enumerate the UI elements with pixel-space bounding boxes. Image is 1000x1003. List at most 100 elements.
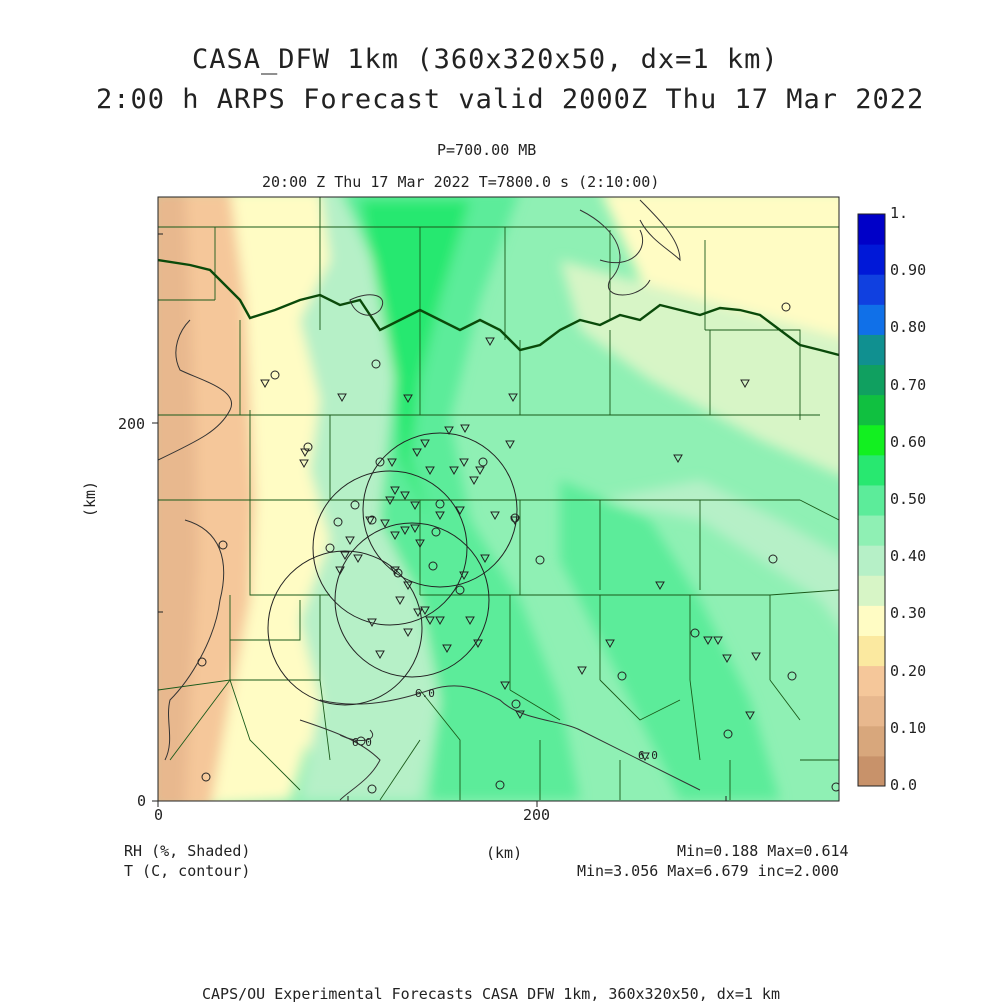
colorbar-swatch (858, 725, 885, 757)
station-triangle (515, 710, 525, 720)
colorbar-swatch (858, 334, 885, 366)
colorbar-swatch (858, 545, 885, 576)
colorbar-frame (857, 213, 886, 787)
station-circle (197, 657, 207, 667)
station-triangle (375, 650, 385, 660)
temperature-contours (158, 199, 701, 801)
pressure-level: P=700.00 MB (437, 141, 537, 159)
station-triangle (390, 566, 400, 576)
station-circle (495, 780, 505, 790)
station-triangle (340, 551, 350, 561)
colorbar-label: 0.70 (890, 375, 927, 394)
station-triangle (425, 616, 435, 626)
station-triangle (435, 616, 445, 626)
station-triangle (435, 511, 445, 521)
contour-label-1: 6.0 (415, 687, 435, 700)
rh-legend: RH (%, Shaded) (124, 842, 251, 860)
station-circle (270, 370, 280, 380)
station-triangle (400, 491, 410, 501)
colorbar-swatch (858, 695, 885, 727)
station-triangle (345, 536, 355, 546)
station-triangle (465, 616, 475, 626)
station-circle (787, 671, 797, 681)
station-triangle (505, 440, 515, 450)
station-triangle (420, 606, 430, 616)
station-triangle (260, 379, 270, 389)
axis-ticks (152, 233, 727, 807)
station-triangle (473, 639, 483, 649)
x-tick-0: 0 (154, 806, 164, 824)
station-triangle (510, 516, 520, 526)
station-markers (197, 302, 839, 794)
colorbar-swatch (858, 244, 885, 275)
station-triangle (455, 506, 465, 516)
map-overlays (158, 197, 839, 801)
station-triangle (442, 644, 452, 654)
station-triangle (459, 458, 469, 468)
colorbar-label: 0.10 (890, 718, 927, 737)
footer-credit: CAPS/OU Experimental Forecasts CASA DFW … (202, 985, 780, 1003)
county-lines (158, 197, 839, 801)
colorbar-label: 0.90 (890, 261, 927, 280)
colorbar-swatch (858, 605, 885, 636)
colorbar-swatch (858, 214, 885, 245)
station-triangle (740, 379, 750, 389)
station-circle (723, 729, 733, 739)
station-circle (218, 540, 228, 550)
station-triangle (387, 458, 397, 468)
station-triangle (508, 393, 518, 403)
station-triangle (403, 394, 413, 404)
station-circle (371, 359, 381, 369)
station-triangle (713, 636, 723, 646)
station-triangle (395, 596, 405, 606)
colorbar-swatch (858, 304, 885, 335)
x-axis-label: (km) (486, 844, 523, 862)
colorbar-swatch (858, 515, 885, 546)
colorbar-label: 0.30 (890, 604, 927, 623)
contour-label-3: 6.0 (638, 749, 658, 762)
colorbar-label: 0.50 (890, 490, 927, 508)
colorbar-label: 0.20 (890, 661, 927, 680)
rh-shading (158, 197, 839, 801)
station-triangle (475, 466, 485, 476)
station-circle (455, 585, 465, 595)
station-triangle (353, 554, 363, 564)
station-circle (768, 554, 778, 564)
valid-time: 20:00 Z Thu 17 Mar 2022 T=7800.0 s (2:10… (262, 173, 660, 191)
station-triangle (459, 571, 469, 581)
station-triangle (400, 526, 410, 536)
rh-colorbar (857, 213, 886, 787)
station-circle (431, 527, 441, 537)
colorbar-label: 0.40 (890, 547, 927, 566)
station-triangle (751, 652, 761, 662)
station-circle (435, 499, 445, 509)
colorbar-label: 0.80 (890, 318, 927, 337)
colorbar-swatch (858, 755, 885, 787)
station-triangle (300, 448, 310, 458)
station-circle (325, 543, 335, 553)
station-circle (781, 302, 791, 312)
station-triangle (403, 628, 413, 638)
station-triangle (469, 476, 479, 486)
t-stats: Min=3.056 Max=6.679 inc=2.000 (577, 862, 839, 880)
colorbar-swatch (858, 424, 885, 456)
colorbar-swatch (858, 364, 885, 396)
rh-stats: Min=0.188 Max=0.614 (677, 842, 849, 860)
y-tick-0: 0 (137, 792, 147, 810)
station-circle (690, 628, 700, 638)
station-triangle (500, 681, 510, 691)
station-triangle (380, 519, 390, 529)
station-triangle (410, 501, 420, 511)
station-triangle (385, 496, 395, 506)
colorbar-swatch (858, 274, 885, 305)
station-triangle (299, 459, 309, 469)
station-triangle (415, 539, 425, 549)
station-circle (367, 784, 377, 794)
station-triangle (460, 424, 470, 434)
station-circle (333, 517, 343, 527)
station-circle (478, 457, 488, 467)
station-circle (617, 671, 627, 681)
title-line-1: CASA_DFW 1km (360x320x50, dx=1 km) (192, 44, 779, 75)
station-triangle (605, 639, 615, 649)
